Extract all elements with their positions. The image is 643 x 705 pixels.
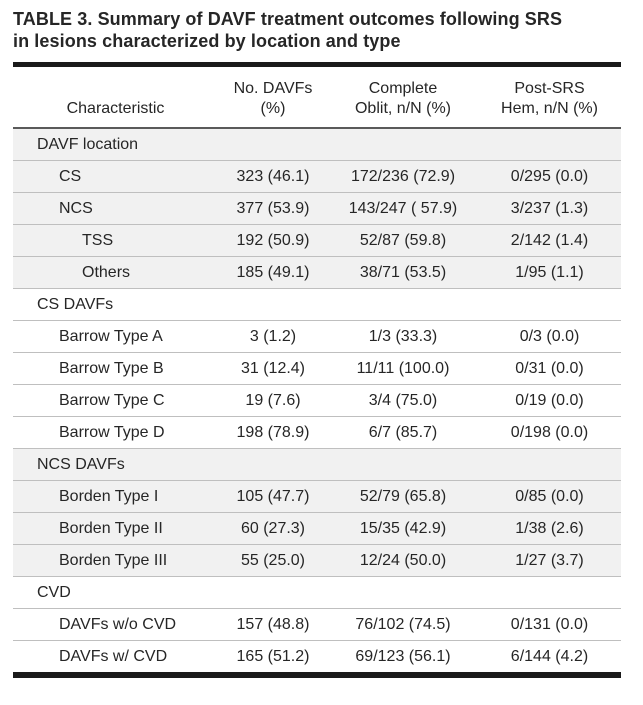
- characteristic-cell: Barrow Type B: [13, 352, 218, 385]
- table-row: TSS 192 (50.9) 52/87 (59.8) 2/142 (1.4): [13, 224, 621, 257]
- table-row: CS 323 (46.1) 172/236 (72.9) 0/295 (0.0): [13, 160, 621, 193]
- characteristic-cell: Barrow Type C: [13, 384, 218, 417]
- complete-oblit-cell: 52/87 (59.8): [328, 224, 478, 257]
- no-davfs-cell: 185 (49.1): [218, 256, 328, 289]
- post-srs-hem-cell: 0/85 (0.0): [478, 480, 621, 513]
- table-title: TABLE 3. Summary of DAVF treatment outco…: [13, 8, 623, 52]
- post-srs-hem-cell: 0/3 (0.0): [478, 320, 621, 353]
- post-srs-hem-cell: 2/142 (1.4): [478, 224, 621, 257]
- post-srs-hem-cell: 3/237 (1.3): [478, 192, 621, 225]
- post-srs-hem-cell: 0/295 (0.0): [478, 160, 621, 193]
- post-srs-hem-cell: 6/144 (4.2): [510, 648, 589, 665]
- complete-oblit-cell: 172/236 (72.9): [328, 160, 478, 193]
- complete-oblit-cell: 1/3 (33.3): [328, 320, 478, 353]
- page: TABLE 3. Summary of DAVF treatment outco…: [0, 8, 643, 705]
- col-header-complete-oblit: Complete Oblit, n/N (%): [328, 67, 478, 129]
- section-label: NCS DAVFs: [13, 448, 621, 481]
- section-label: CVD: [13, 576, 621, 609]
- no-davfs-cell: 198 (78.9): [218, 416, 328, 449]
- col-header-no-davfs: No. DAVFs (%): [218, 67, 328, 129]
- no-davfs-cell: 192 (50.9): [218, 224, 328, 257]
- table-row: Barrow Type D 198 (78.9) 6/7 (85.7) 0/198 (…: [13, 416, 621, 449]
- table-body: DAVF location CS 323 (46.1) 172/236 (72.9) 0…: [13, 128, 621, 672]
- no-davfs-cell: 19 (7.6): [218, 384, 328, 417]
- characteristic-cell: Borden Type I: [13, 480, 218, 513]
- post-srs-hem-cell: 0/198 (0.0): [478, 416, 621, 449]
- table-row: Barrow Type C 19 (7.6) 3/4 (75.0) 0/19 (0.0…: [13, 384, 621, 417]
- complete-oblit-cell: 15/35 (42.9): [328, 512, 478, 545]
- characteristic-cell: NCS: [13, 192, 218, 225]
- table-row: DAVFs w/ CVD 165 (51.2) 69/123 (56.1) 6/144…: [13, 641, 621, 673]
- col-header-post-srs-hem: Post-SRS Hem, n/N (%): [478, 67, 621, 129]
- complete-oblit-cell: 6/7 (85.7): [328, 416, 478, 449]
- characteristic-cell: TSS: [13, 224, 218, 257]
- characteristic-cell: Barrow Type A: [13, 320, 218, 353]
- table-title-line-1: TABLE 3. Summary of DAVF treatment outco…: [13, 9, 563, 29]
- no-davfs-cell: 105 (47.7): [218, 480, 328, 513]
- no-davfs-cell: 55 (25.0): [218, 544, 328, 577]
- post-srs-hem-cell: 0/131 (0.0): [478, 608, 621, 641]
- no-davfs-cell: 60 (27.3): [218, 512, 328, 545]
- characteristic-cell: Others: [13, 256, 218, 289]
- post-srs-hem-cell: 1/27 (3.7): [478, 544, 621, 577]
- complete-oblit-cell: 52/79 (65.8): [328, 480, 478, 513]
- post-srs-hem-cell: 1/95 (1.1): [478, 256, 621, 289]
- section-header-row: NCS DAVFs: [13, 448, 621, 481]
- section-label: DAVF location: [13, 128, 621, 161]
- post-srs-hem-cell: 0/31 (0.0): [478, 352, 621, 385]
- table-row: DAVFs w/o CVD 157 (48.8) 76/102 (74.5) 0/13…: [13, 608, 621, 641]
- section-header-row: CVD: [13, 576, 621, 609]
- table-title-line-2: in lesions characterized by location and…: [13, 31, 401, 51]
- characteristic-cell: DAVFs w/o CVD: [13, 608, 218, 641]
- characteristic-cell: Borden Type II: [13, 512, 218, 545]
- table-row: NCS 377 (53.9) 143/247 ( 57.9) 3/237 (1.3): [13, 192, 621, 225]
- table-header: Characteristic No. DAVFs (%) Complete Ob…: [13, 67, 621, 129]
- complete-oblit-cell: 76/102 (74.5): [328, 608, 478, 641]
- table-container: Characteristic No. DAVFs (%) Complete Ob…: [13, 62, 621, 678]
- complete-oblit-cell: 38/71 (53.5): [328, 256, 478, 289]
- header-row: Characteristic No. DAVFs (%) Complete Ob…: [13, 67, 621, 129]
- section-label: CS DAVFs: [13, 288, 621, 321]
- characteristic-cell: CS: [13, 160, 218, 193]
- post-srs-hem-cell: 1/38 (2.6): [478, 512, 621, 545]
- table-row: Borden Type II 60 (27.3) 15/35 (42.9) 1/38 …: [13, 512, 621, 545]
- table-row: Borden Type I 105 (47.7) 52/79 (65.8) 0/85 …: [13, 480, 621, 513]
- complete-oblit-cell: 3/4 (75.0): [328, 384, 478, 417]
- complete-oblit-cell: 143/247 ( 57.9): [328, 192, 478, 225]
- table-row: Borden Type III 55 (25.0) 12/24 (50.0) 1/27…: [13, 544, 621, 577]
- no-davfs-cell: 377 (53.9): [218, 192, 328, 225]
- section-header-row: CS DAVFs: [13, 288, 621, 321]
- complete-oblit-cell: 69/123 (56.1): [355, 648, 451, 665]
- complete-oblit-cell: 12/24 (50.0): [328, 544, 478, 577]
- no-davfs-cell: 165 (51.2): [236, 648, 310, 665]
- col-header-characteristic: Characteristic: [13, 67, 218, 129]
- table-row: Barrow Type B 31 (12.4) 11/11 (100.0) 0/31 …: [13, 352, 621, 385]
- section-header-row: DAVF location: [13, 128, 621, 161]
- complete-oblit-cell: 11/11 (100.0): [328, 352, 478, 385]
- no-davfs-cell: 157 (48.8): [218, 608, 328, 641]
- no-davfs-cell: 31 (12.4): [218, 352, 328, 385]
- post-srs-hem-cell: 0/19 (0.0): [478, 384, 621, 417]
- outcomes-table: Characteristic No. DAVFs (%) Complete Ob…: [13, 67, 621, 672]
- characteristic-cell: Barrow Type D: [13, 416, 218, 449]
- table-row: Others 185 (49.1) 38/71 (53.5) 1/95 (1.1): [13, 256, 621, 289]
- characteristic-cell: Borden Type III: [13, 544, 218, 577]
- no-davfs-cell: 3 (1.2): [218, 320, 328, 353]
- no-davfs-cell: 323 (46.1): [218, 160, 328, 193]
- characteristic-cell: DAVFs w/ CVD: [59, 648, 168, 665]
